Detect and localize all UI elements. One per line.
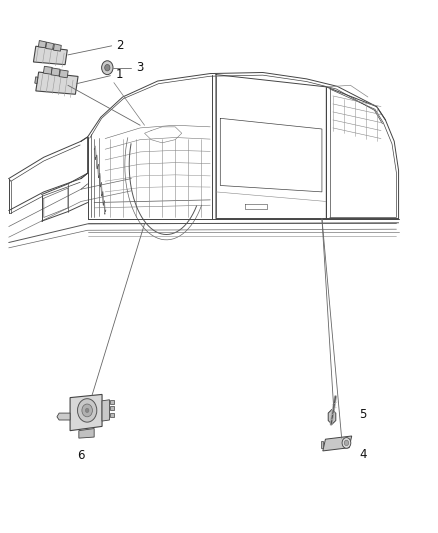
Circle shape — [105, 64, 110, 71]
Text: 3: 3 — [136, 61, 143, 74]
Polygon shape — [323, 436, 352, 451]
Text: 4: 4 — [359, 448, 367, 461]
Polygon shape — [110, 413, 114, 417]
Text: 2: 2 — [116, 39, 124, 52]
Polygon shape — [79, 429, 94, 438]
Polygon shape — [110, 406, 114, 410]
Circle shape — [82, 404, 92, 417]
Polygon shape — [33, 46, 67, 64]
Text: 1: 1 — [116, 68, 124, 81]
Circle shape — [102, 61, 113, 75]
Polygon shape — [110, 400, 114, 404]
Polygon shape — [59, 70, 68, 78]
Circle shape — [78, 399, 97, 422]
Polygon shape — [321, 441, 323, 448]
Circle shape — [342, 438, 351, 448]
Polygon shape — [70, 394, 102, 431]
Polygon shape — [328, 409, 336, 424]
Polygon shape — [35, 77, 38, 84]
Polygon shape — [39, 41, 46, 48]
Polygon shape — [51, 68, 60, 76]
Circle shape — [85, 408, 89, 413]
Text: 6: 6 — [77, 449, 84, 462]
Polygon shape — [102, 400, 110, 421]
Polygon shape — [43, 66, 52, 74]
Polygon shape — [46, 42, 53, 50]
Polygon shape — [57, 413, 70, 420]
Polygon shape — [53, 44, 61, 51]
Circle shape — [344, 440, 349, 446]
Polygon shape — [36, 72, 78, 94]
Text: 5: 5 — [359, 408, 367, 421]
